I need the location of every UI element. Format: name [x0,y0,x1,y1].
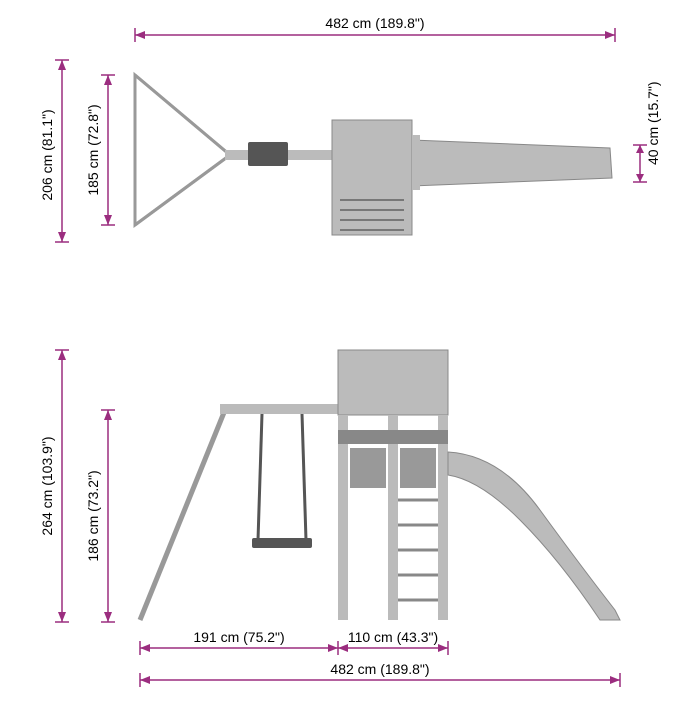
top-product [135,75,612,235]
dim-label: 264 cm (103.9") [39,436,55,535]
dim-label: 482 cm (189.8") [325,15,424,31]
dim-label: 110 cm (43.3") [348,629,438,645]
dim-label: 40 cm (15.7") [645,81,661,165]
dim-label: 191 cm (75.2") [193,629,284,645]
dim-front-height-outer: 264 cm (103.9") [39,350,69,622]
dim-label: 206 cm (81.1") [39,109,55,200]
dim-label: 482 cm (189.8") [330,661,429,677]
dim-top-height-outer: 206 cm (81.1") [39,60,69,242]
dim-front-height-inner: 186 cm (73.2") [85,410,115,622]
top-view: 482 cm (189.8") 206 cm (81.1") 185 cm (7… [39,15,661,242]
dim-front-width-left: 191 cm (75.2") [140,629,338,655]
dim-label: 186 cm (73.2") [85,470,101,561]
front-view: 264 cm (103.9") 186 cm (73.2") 191 cm (7… [39,350,620,687]
front-product [140,350,620,620]
dim-top-width: 482 cm (189.8") [135,15,615,42]
dim-top-right: 40 cm (15.7") [633,81,661,182]
dim-label: 185 cm (72.8") [85,104,101,195]
dim-front-width-mid: 110 cm (43.3") [338,629,448,655]
dim-top-height-inner: 185 cm (72.8") [85,75,115,225]
dim-front-width-total: 482 cm (189.8") [140,661,620,687]
